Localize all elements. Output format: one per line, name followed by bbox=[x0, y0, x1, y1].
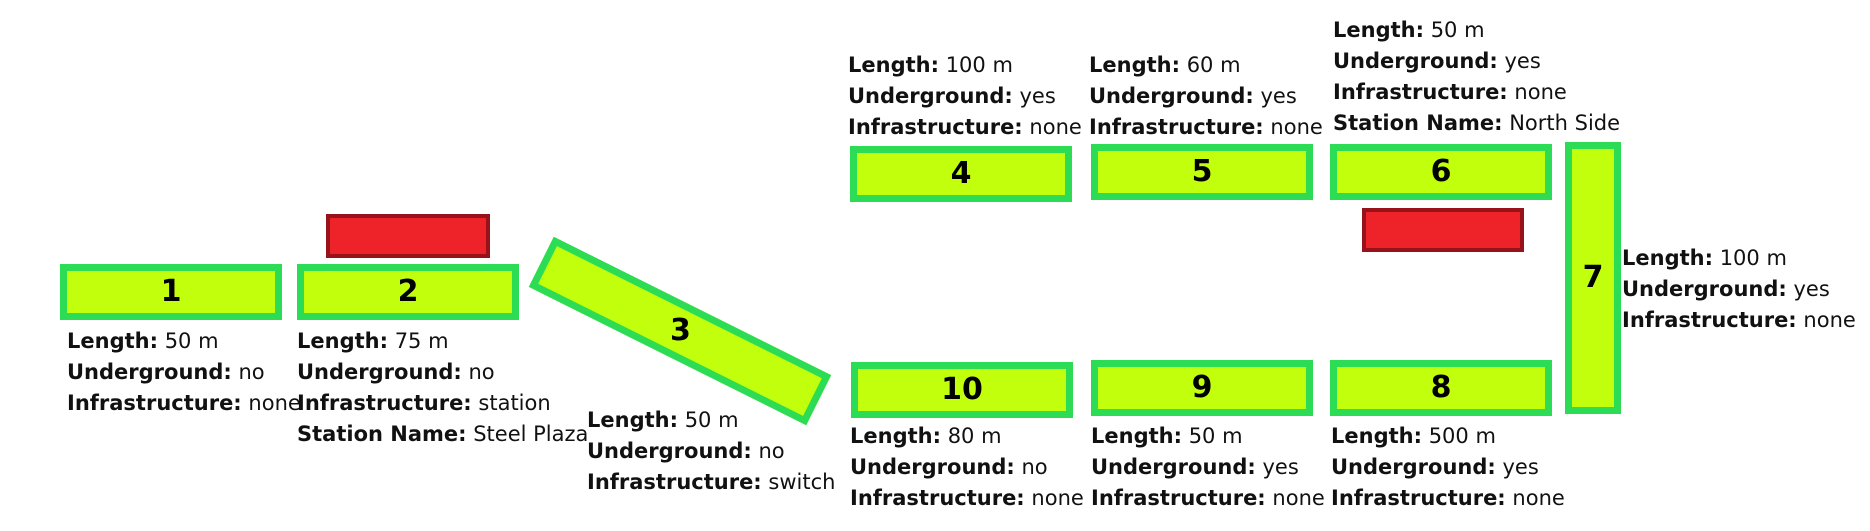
segment-8-info: Length: 500 m Underground: yes Infrastru… bbox=[1331, 421, 1565, 514]
segment-3-info: Length: 50 m Underground: no Infrastruct… bbox=[587, 405, 835, 498]
track-segment-9: 9 bbox=[1091, 360, 1313, 416]
infrastructure-row: Infrastructure: none bbox=[850, 486, 1084, 510]
station-marker-north-side bbox=[1362, 208, 1524, 252]
infrastructure-row: Infrastructure: none bbox=[848, 115, 1082, 139]
length-row: Length: 100 m bbox=[1622, 246, 1787, 270]
segment-4-info: Length: 100 m Underground: yes Infrastru… bbox=[848, 50, 1082, 143]
track-segment-6: 6 bbox=[1330, 144, 1552, 200]
length-row: Length: 75 m bbox=[297, 329, 449, 353]
length-row: Length: 100 m bbox=[848, 53, 1013, 77]
segment-7-info: Length: 100 m Underground: yes Infrastru… bbox=[1622, 243, 1856, 336]
underground-row: Underground: yes bbox=[1091, 455, 1299, 479]
underground-row: Underground: yes bbox=[1331, 455, 1539, 479]
segment-number: 9 bbox=[1191, 370, 1213, 405]
segment-6-info: Length: 50 m Underground: yes Infrastruc… bbox=[1333, 15, 1620, 139]
infrastructure-row: Infrastructure: none bbox=[1089, 115, 1323, 139]
track-segment-5: 5 bbox=[1091, 144, 1313, 200]
segment-1-info: Length: 50 m Underground: no Infrastruct… bbox=[67, 326, 301, 419]
length-row: Length: 50 m bbox=[1091, 424, 1243, 448]
segment-number: 4 bbox=[950, 156, 972, 191]
infrastructure-row: Infrastructure: none bbox=[1622, 308, 1856, 332]
segment-number: 6 bbox=[1430, 154, 1452, 189]
length-row: Length: 50 m bbox=[67, 329, 219, 353]
segment-10-info: Length: 80 m Underground: no Infrastruct… bbox=[850, 421, 1084, 514]
track-segment-2: 2 bbox=[297, 264, 519, 320]
length-row: Length: 50 m bbox=[587, 408, 739, 432]
length-row: Length: 80 m bbox=[850, 424, 1002, 448]
length-row: Length: 60 m bbox=[1089, 53, 1241, 77]
infrastructure-row: Infrastructure: none bbox=[67, 391, 301, 415]
track-segment-7: 7 bbox=[1565, 142, 1621, 414]
underground-row: Underground: no bbox=[850, 455, 1048, 479]
track-segment-8: 8 bbox=[1330, 360, 1552, 416]
segment-2-info: Length: 75 m Underground: no Infrastruct… bbox=[297, 326, 588, 450]
underground-row: Underground: no bbox=[297, 360, 495, 384]
underground-row: Underground: yes bbox=[1622, 277, 1830, 301]
segment-number: 1 bbox=[160, 274, 182, 309]
infrastructure-row: Infrastructure: switch bbox=[587, 470, 836, 494]
station-name-row: Station Name: North Side bbox=[1333, 111, 1621, 135]
station-marker-steel-plaza bbox=[326, 214, 490, 258]
infrastructure-row: Infrastructure: none bbox=[1091, 486, 1325, 510]
segment-number: 7 bbox=[1582, 260, 1604, 295]
underground-row: Underground: yes bbox=[1333, 49, 1541, 73]
segment-5-info: Length: 60 m Underground: yes Infrastruc… bbox=[1089, 50, 1323, 143]
segment-9-info: Length: 50 m Underground: yes Infrastruc… bbox=[1091, 421, 1325, 514]
infrastructure-row: Infrastructure: station bbox=[297, 391, 551, 415]
length-row: Length: 500 m bbox=[1331, 424, 1496, 448]
underground-row: Underground: yes bbox=[848, 84, 1056, 108]
length-row: Length: 50 m bbox=[1333, 18, 1485, 42]
segment-number: 3 bbox=[669, 313, 691, 348]
underground-row: Underground: no bbox=[587, 439, 785, 463]
track-segment-4: 4 bbox=[850, 146, 1072, 202]
segment-number: 8 bbox=[1430, 370, 1452, 405]
track-segment-1: 1 bbox=[60, 264, 282, 320]
underground-row: Underground: no bbox=[67, 360, 265, 384]
infrastructure-row: Infrastructure: none bbox=[1331, 486, 1565, 510]
underground-row: Underground: yes bbox=[1089, 84, 1297, 108]
infrastructure-row: Infrastructure: none bbox=[1333, 80, 1567, 104]
station-name-row: Station Name: Steel Plaza bbox=[297, 422, 589, 446]
track-segment-10: 10 bbox=[851, 362, 1073, 418]
segment-number: 5 bbox=[1191, 154, 1213, 189]
segment-number: 2 bbox=[397, 274, 419, 309]
segment-number: 10 bbox=[941, 372, 983, 407]
